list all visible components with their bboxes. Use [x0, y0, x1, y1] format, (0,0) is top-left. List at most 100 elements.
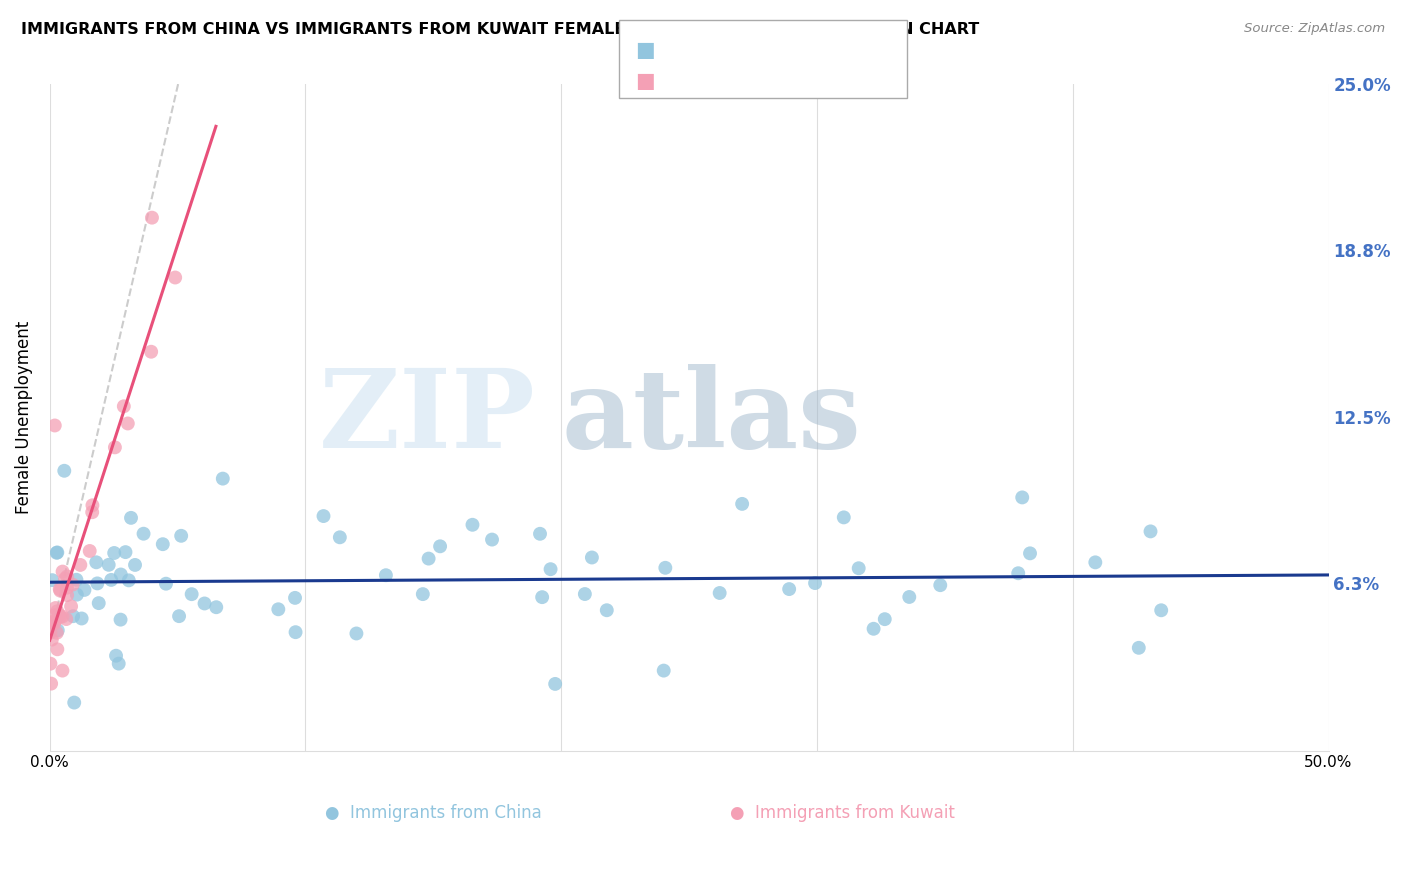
- Point: [39, 676, 62, 690]
- Point: [929, 578, 952, 592]
- Point: [44, 615, 66, 629]
- Point: [46, 642, 69, 657]
- Point: [312, 509, 335, 524]
- Point: [62, 577, 84, 591]
- Point: [117, 417, 139, 431]
- Point: [86, 576, 108, 591]
- Y-axis label: Female Unemployment: Female Unemployment: [15, 321, 32, 514]
- Point: [103, 546, 125, 560]
- Point: [110, 567, 132, 582]
- Point: [44, 608, 66, 623]
- Point: [193, 597, 215, 611]
- Point: [46, 624, 69, 638]
- Point: [66, 588, 89, 602]
- Point: [267, 602, 290, 616]
- Point: [114, 545, 136, 559]
- Point: [49, 609, 72, 624]
- Point: [429, 539, 451, 553]
- Point: [107, 657, 129, 671]
- Point: [60, 599, 83, 614]
- Point: [118, 574, 141, 588]
- Text: atlas: atlas: [561, 364, 860, 471]
- Point: [1150, 603, 1173, 617]
- Point: [39, 625, 62, 640]
- Point: [180, 587, 202, 601]
- Point: [596, 603, 619, 617]
- Text: Source: ZipAtlas.com: Source: ZipAtlas.com: [1244, 22, 1385, 36]
- Point: [898, 590, 921, 604]
- Point: [155, 576, 177, 591]
- Point: [778, 582, 800, 596]
- Point: [873, 612, 896, 626]
- Point: [284, 591, 307, 605]
- Text: N = 72: N = 72: [801, 40, 863, 58]
- Text: ZIP: ZIP: [319, 364, 536, 471]
- Point: [848, 561, 870, 575]
- Point: [418, 551, 440, 566]
- Point: [544, 677, 567, 691]
- Point: [45, 625, 67, 640]
- Point: [1007, 566, 1029, 581]
- Point: [104, 441, 127, 455]
- Point: [211, 472, 233, 486]
- Point: [284, 625, 307, 640]
- Point: [581, 550, 603, 565]
- Point: [79, 544, 101, 558]
- Point: [529, 526, 551, 541]
- Point: [1011, 491, 1033, 505]
- Point: [41, 573, 63, 587]
- Point: [56, 569, 79, 583]
- Point: [62, 609, 84, 624]
- Point: [73, 582, 96, 597]
- Point: [56, 581, 79, 595]
- Point: [39, 657, 62, 671]
- Point: [48, 607, 70, 622]
- Point: [141, 344, 163, 359]
- Point: [84, 555, 107, 569]
- Point: [124, 558, 146, 572]
- Point: [46, 545, 69, 559]
- Point: [53, 464, 76, 478]
- Point: [540, 562, 562, 576]
- Text: ■: ■: [636, 40, 655, 60]
- Point: [44, 601, 66, 615]
- Point: [132, 526, 155, 541]
- Point: [82, 498, 104, 512]
- Point: [652, 664, 675, 678]
- Point: [52, 565, 75, 579]
- Point: [44, 418, 66, 433]
- Point: [654, 561, 676, 575]
- Point: [100, 573, 122, 587]
- Point: [82, 505, 104, 519]
- Point: [731, 497, 754, 511]
- Point: [65, 573, 87, 587]
- Point: [51, 609, 73, 624]
- Point: [120, 511, 142, 525]
- Point: [709, 586, 731, 600]
- Point: [46, 604, 69, 618]
- Point: [165, 270, 187, 285]
- Point: [531, 590, 554, 604]
- Point: [41, 632, 63, 647]
- Text: IMMIGRANTS FROM CHINA VS IMMIGRANTS FROM KUWAIT FEMALE UNEMPLOYMENT CORRELATION : IMMIGRANTS FROM CHINA VS IMMIGRANTS FROM…: [21, 22, 980, 37]
- Point: [55, 612, 77, 626]
- Point: [344, 626, 367, 640]
- Point: [70, 611, 93, 625]
- Point: [374, 568, 396, 582]
- Text: N = 37: N = 37: [801, 71, 863, 89]
- Point: [329, 530, 352, 544]
- Text: ●  Immigrants from Kuwait: ● Immigrants from Kuwait: [730, 804, 955, 822]
- Point: [412, 587, 434, 601]
- Point: [1019, 546, 1042, 560]
- Point: [48, 582, 70, 596]
- Point: [49, 583, 72, 598]
- Point: [110, 613, 132, 627]
- Point: [53, 572, 76, 586]
- Point: [141, 211, 163, 225]
- Point: [112, 399, 135, 413]
- Point: [63, 696, 86, 710]
- Text: R = 0.820: R = 0.820: [672, 71, 762, 89]
- Point: [105, 648, 128, 663]
- Point: [44, 616, 66, 631]
- Point: [1139, 524, 1161, 539]
